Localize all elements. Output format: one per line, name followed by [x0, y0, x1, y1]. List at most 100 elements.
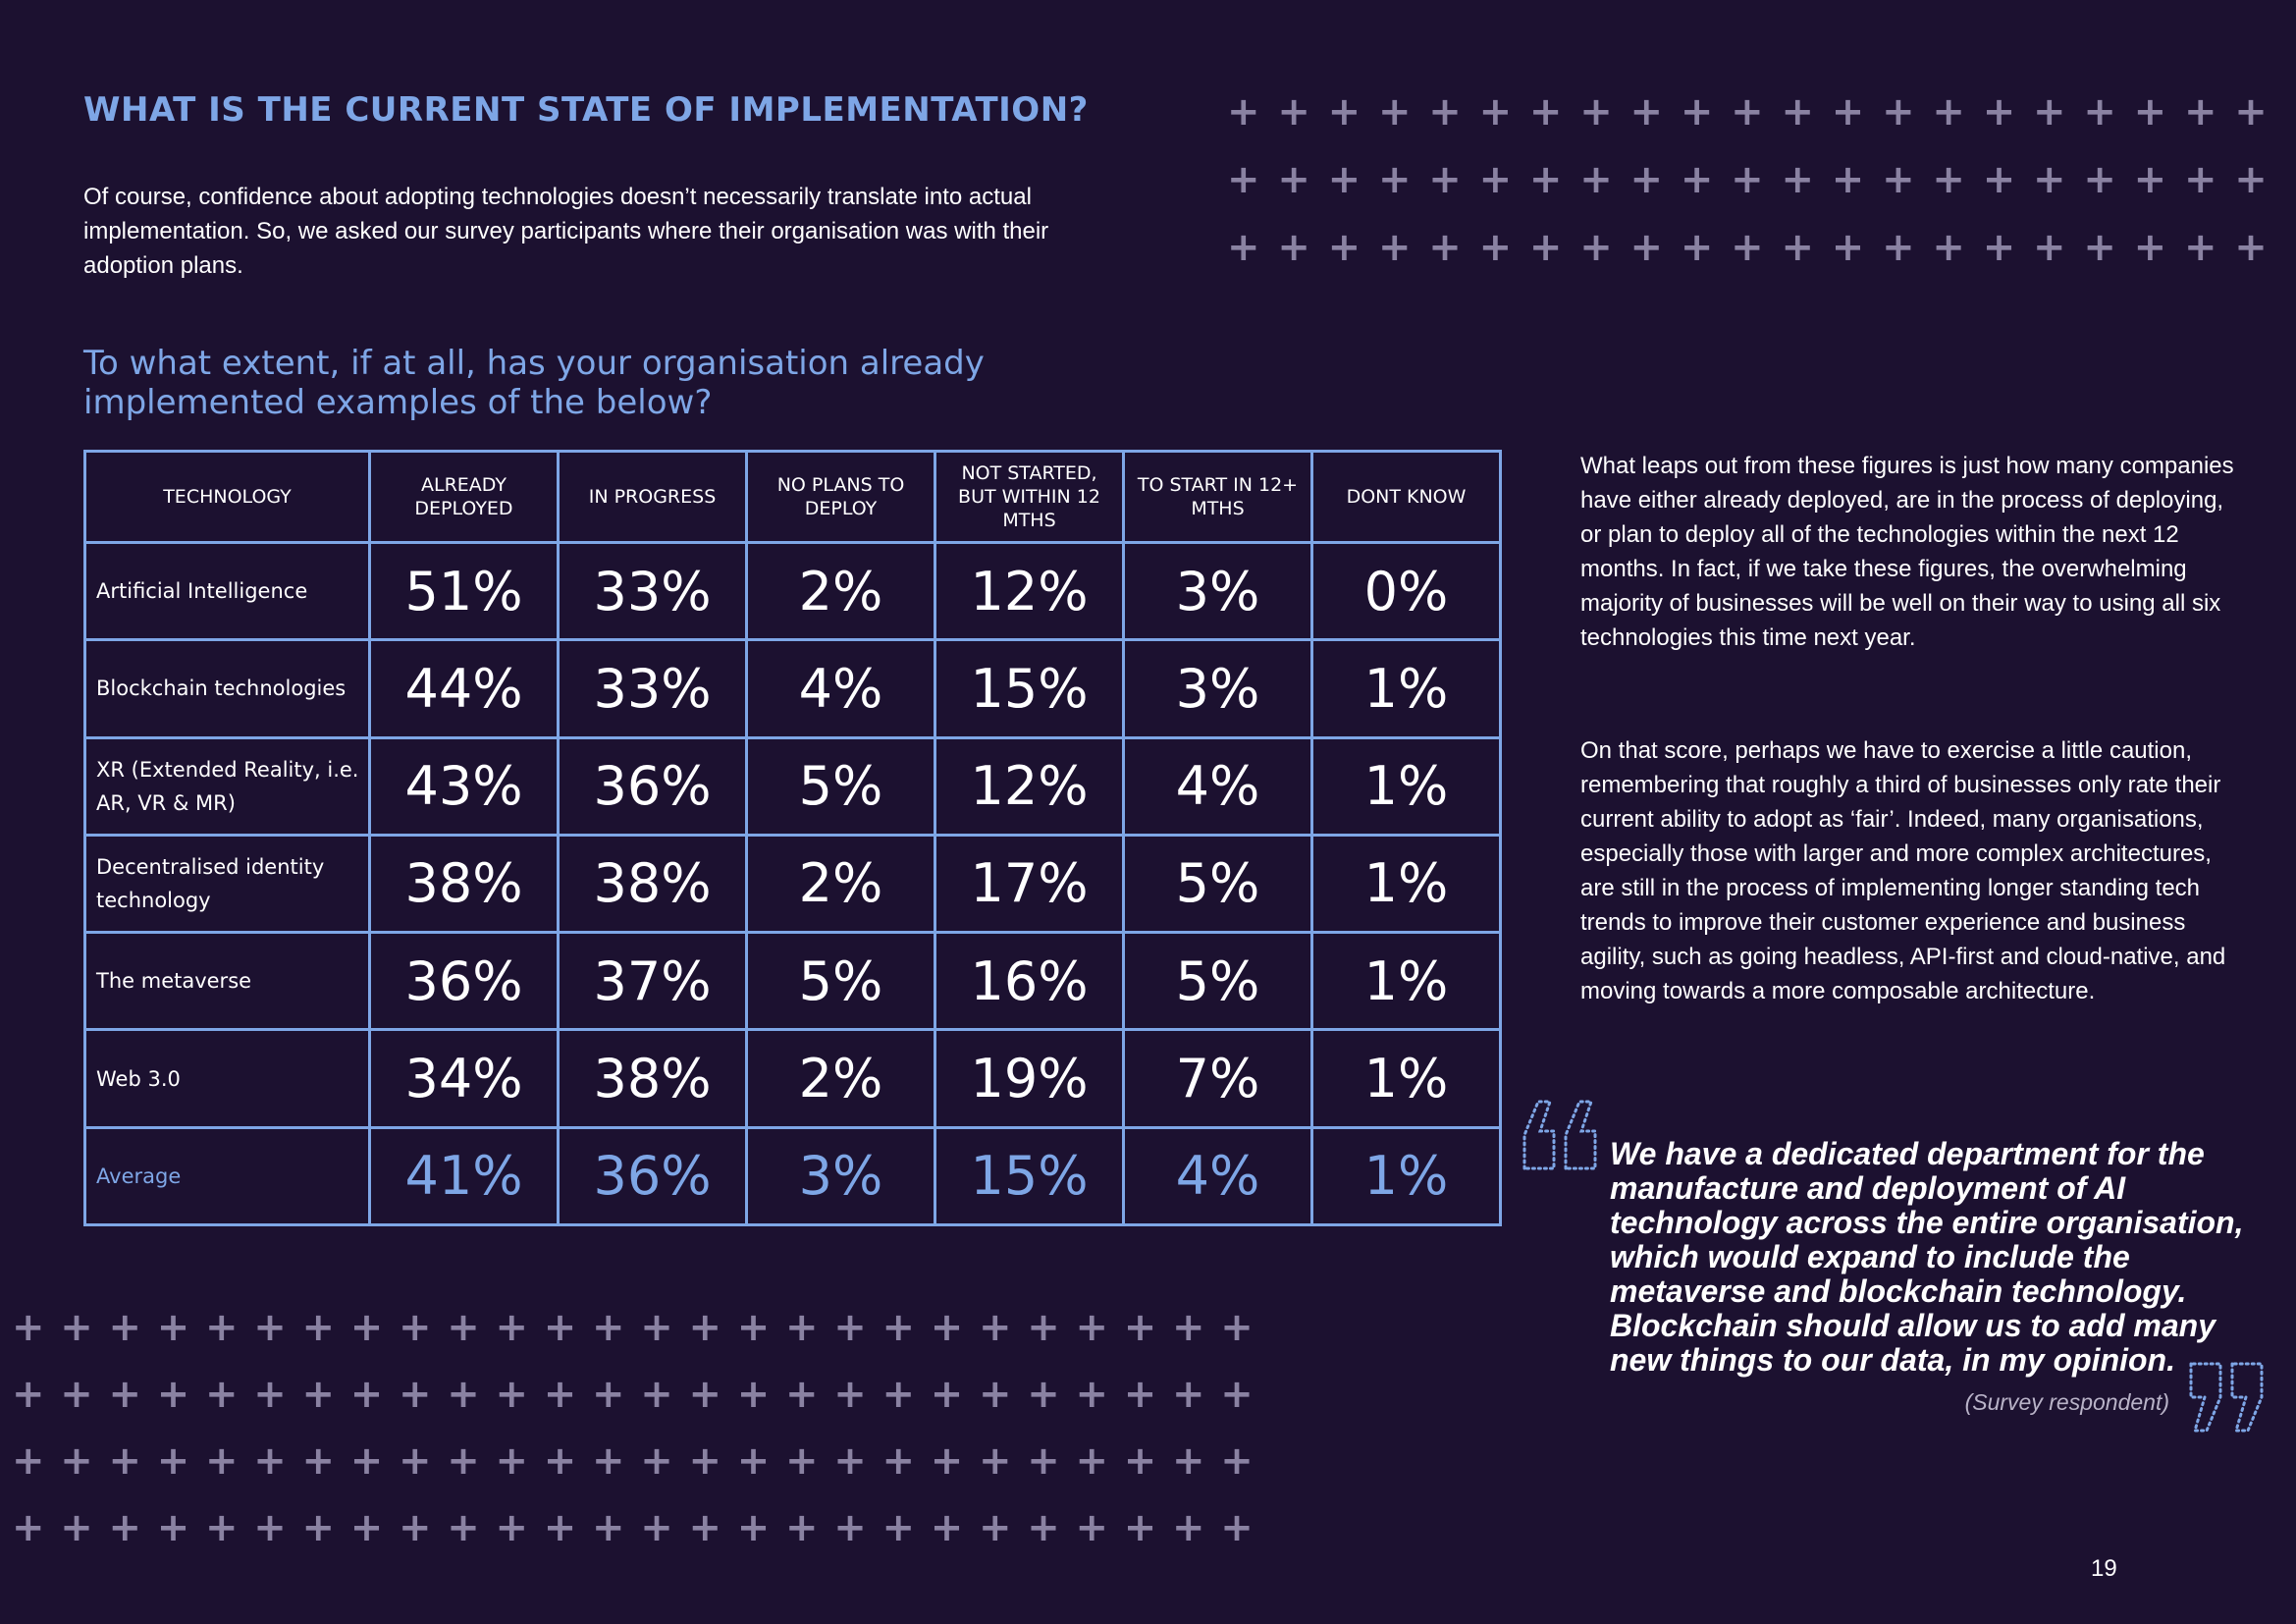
value-cell: 2%: [745, 833, 936, 935]
plus-icon: +: [447, 1372, 480, 1417]
plus-icon: +: [399, 1372, 432, 1417]
plus-icon: +: [205, 1505, 239, 1550]
plus-icon: +: [785, 1372, 819, 1417]
plus-icon: +: [688, 1438, 722, 1484]
technology-cell: The metaverse: [83, 931, 371, 1032]
plus-icon: +: [1327, 225, 1362, 270]
plus-icon: +: [1731, 157, 1764, 202]
plus-icon: +: [2183, 225, 2217, 270]
plus-icon: +: [640, 1305, 673, 1350]
plus-icon: +: [301, 1438, 336, 1484]
value-cell: 36%: [557, 735, 748, 837]
plus-icon: +: [1220, 1372, 1254, 1417]
plus-icon: +: [12, 1438, 45, 1484]
plus-icon: +: [1075, 1505, 1109, 1550]
plus-icon: +: [1731, 89, 1764, 135]
plus-icon: +: [1075, 1372, 1109, 1417]
plus-icon: +: [592, 1305, 625, 1350]
plus-icon: +: [736, 1438, 771, 1484]
average-value-cell: 3%: [745, 1125, 936, 1227]
plus-icon: +: [881, 1372, 916, 1417]
plus-icon: +: [349, 1372, 384, 1417]
close-quote-icon: [2189, 1362, 2264, 1433]
table-row: Decentralised identity technology 38% 38…: [83, 833, 1502, 935]
plus-row: + + + + + + + + + + + + + + + + + + + + + + + + + +: [12, 1441, 1254, 1481]
plus-icon: +: [108, 1305, 142, 1350]
plus-icon: +: [12, 1372, 45, 1417]
plus-icon: +: [60, 1438, 93, 1484]
value-cell: 38%: [368, 833, 560, 935]
quote-attribution: (Survey respondent): [1964, 1389, 2169, 1415]
plus-icon: +: [1227, 89, 1260, 135]
page-heading: WHAT IS THE CURRENT STATE OF IMPLEMENTAT…: [83, 90, 1089, 130]
plus-icon: +: [930, 1372, 964, 1417]
plus-icon: +: [2083, 225, 2116, 270]
plus-icon: +: [108, 1438, 142, 1484]
plus-icon: +: [1172, 1305, 1205, 1350]
plus-icon: +: [60, 1372, 93, 1417]
plus-icon: +: [1220, 1438, 1254, 1484]
plus-icon: +: [205, 1372, 239, 1417]
plus-pattern-top: + + + + + + + + + + + + + + + + + + + + + + + + + + + + + + + + + + + + + + + +…: [1227, 92, 2268, 267]
technology-cell: Blockchain technologies: [83, 638, 371, 739]
plus-icon: +: [785, 1505, 819, 1550]
plus-icon: +: [253, 1372, 287, 1417]
plus-icon: +: [1982, 157, 2016, 202]
plus-icon: +: [1781, 225, 1814, 270]
plus-pattern-bottom: + + + + + + + + + + + + + + + + + + + + + + + + + + + + + + + + + + + + + + + +…: [12, 1308, 1254, 1547]
plus-icon: +: [447, 1305, 480, 1350]
plus-icon: +: [833, 1438, 867, 1484]
page-number: 19: [2091, 1555, 2117, 1582]
value-cell: 0%: [1310, 540, 1502, 642]
plus-icon: +: [495, 1372, 529, 1417]
plus-icon: +: [640, 1438, 673, 1484]
plus-icon: +: [349, 1438, 384, 1484]
plus-icon: +: [495, 1305, 529, 1350]
value-cell: 2%: [745, 1028, 936, 1129]
plus-icon: +: [253, 1505, 287, 1550]
plus-icon: +: [1478, 157, 1513, 202]
plus-icon: +: [2133, 157, 2167, 202]
value-cell: 5%: [1122, 931, 1313, 1032]
plus-icon: +: [2183, 89, 2217, 135]
value-cell: 33%: [557, 540, 748, 642]
value-cell: 2%: [745, 540, 936, 642]
col-header-start-12-plus: TO START IN 12+ MTHS: [1122, 450, 1313, 544]
plus-icon: +: [1982, 89, 2016, 135]
plus-row: + + + + + + + + + + + + + + + + + + + + +: [1227, 160, 2268, 199]
average-value-cell: 1%: [1310, 1125, 1502, 1227]
plus-icon: +: [156, 1438, 190, 1484]
plus-icon: +: [1528, 157, 1563, 202]
plus-icon: +: [1932, 89, 1965, 135]
plus-icon: +: [688, 1305, 722, 1350]
survey-question: To what extent, if at all, has your orga…: [83, 344, 985, 422]
value-cell: 15%: [934, 638, 1125, 739]
plus-icon: +: [60, 1505, 93, 1550]
value-cell: 38%: [557, 833, 748, 935]
plus-icon: +: [543, 1505, 577, 1550]
plus-icon: +: [1680, 225, 1714, 270]
plus-icon: +: [2133, 89, 2167, 135]
value-cell: 51%: [368, 540, 560, 642]
plus-icon: +: [60, 1305, 93, 1350]
plus-icon: +: [1731, 225, 1764, 270]
value-cell: 36%: [368, 931, 560, 1032]
plus-icon: +: [1478, 225, 1513, 270]
plus-icon: +: [1579, 225, 1613, 270]
plus-icon: +: [205, 1305, 239, 1350]
plus-icon: +: [495, 1438, 529, 1484]
col-header-no-plans: NO PLANS TO DEPLOY: [745, 450, 936, 544]
plus-icon: +: [1227, 157, 1260, 202]
plus-icon: +: [1277, 157, 1310, 202]
plus-icon: +: [156, 1305, 190, 1350]
col-header-dont-know: DONT KNOW: [1310, 450, 1502, 544]
value-cell: 1%: [1310, 638, 1502, 739]
plus-icon: +: [156, 1372, 190, 1417]
plus-icon: +: [1123, 1438, 1157, 1484]
plus-icon: +: [1377, 89, 1412, 135]
plus-icon: +: [930, 1438, 964, 1484]
value-cell: 43%: [368, 735, 560, 837]
plus-icon: +: [688, 1372, 722, 1417]
table-header-row: TECHNOLOGY ALREADY DEPLOYED IN PROGRESS …: [83, 450, 1502, 544]
plus-icon: +: [1172, 1438, 1205, 1484]
